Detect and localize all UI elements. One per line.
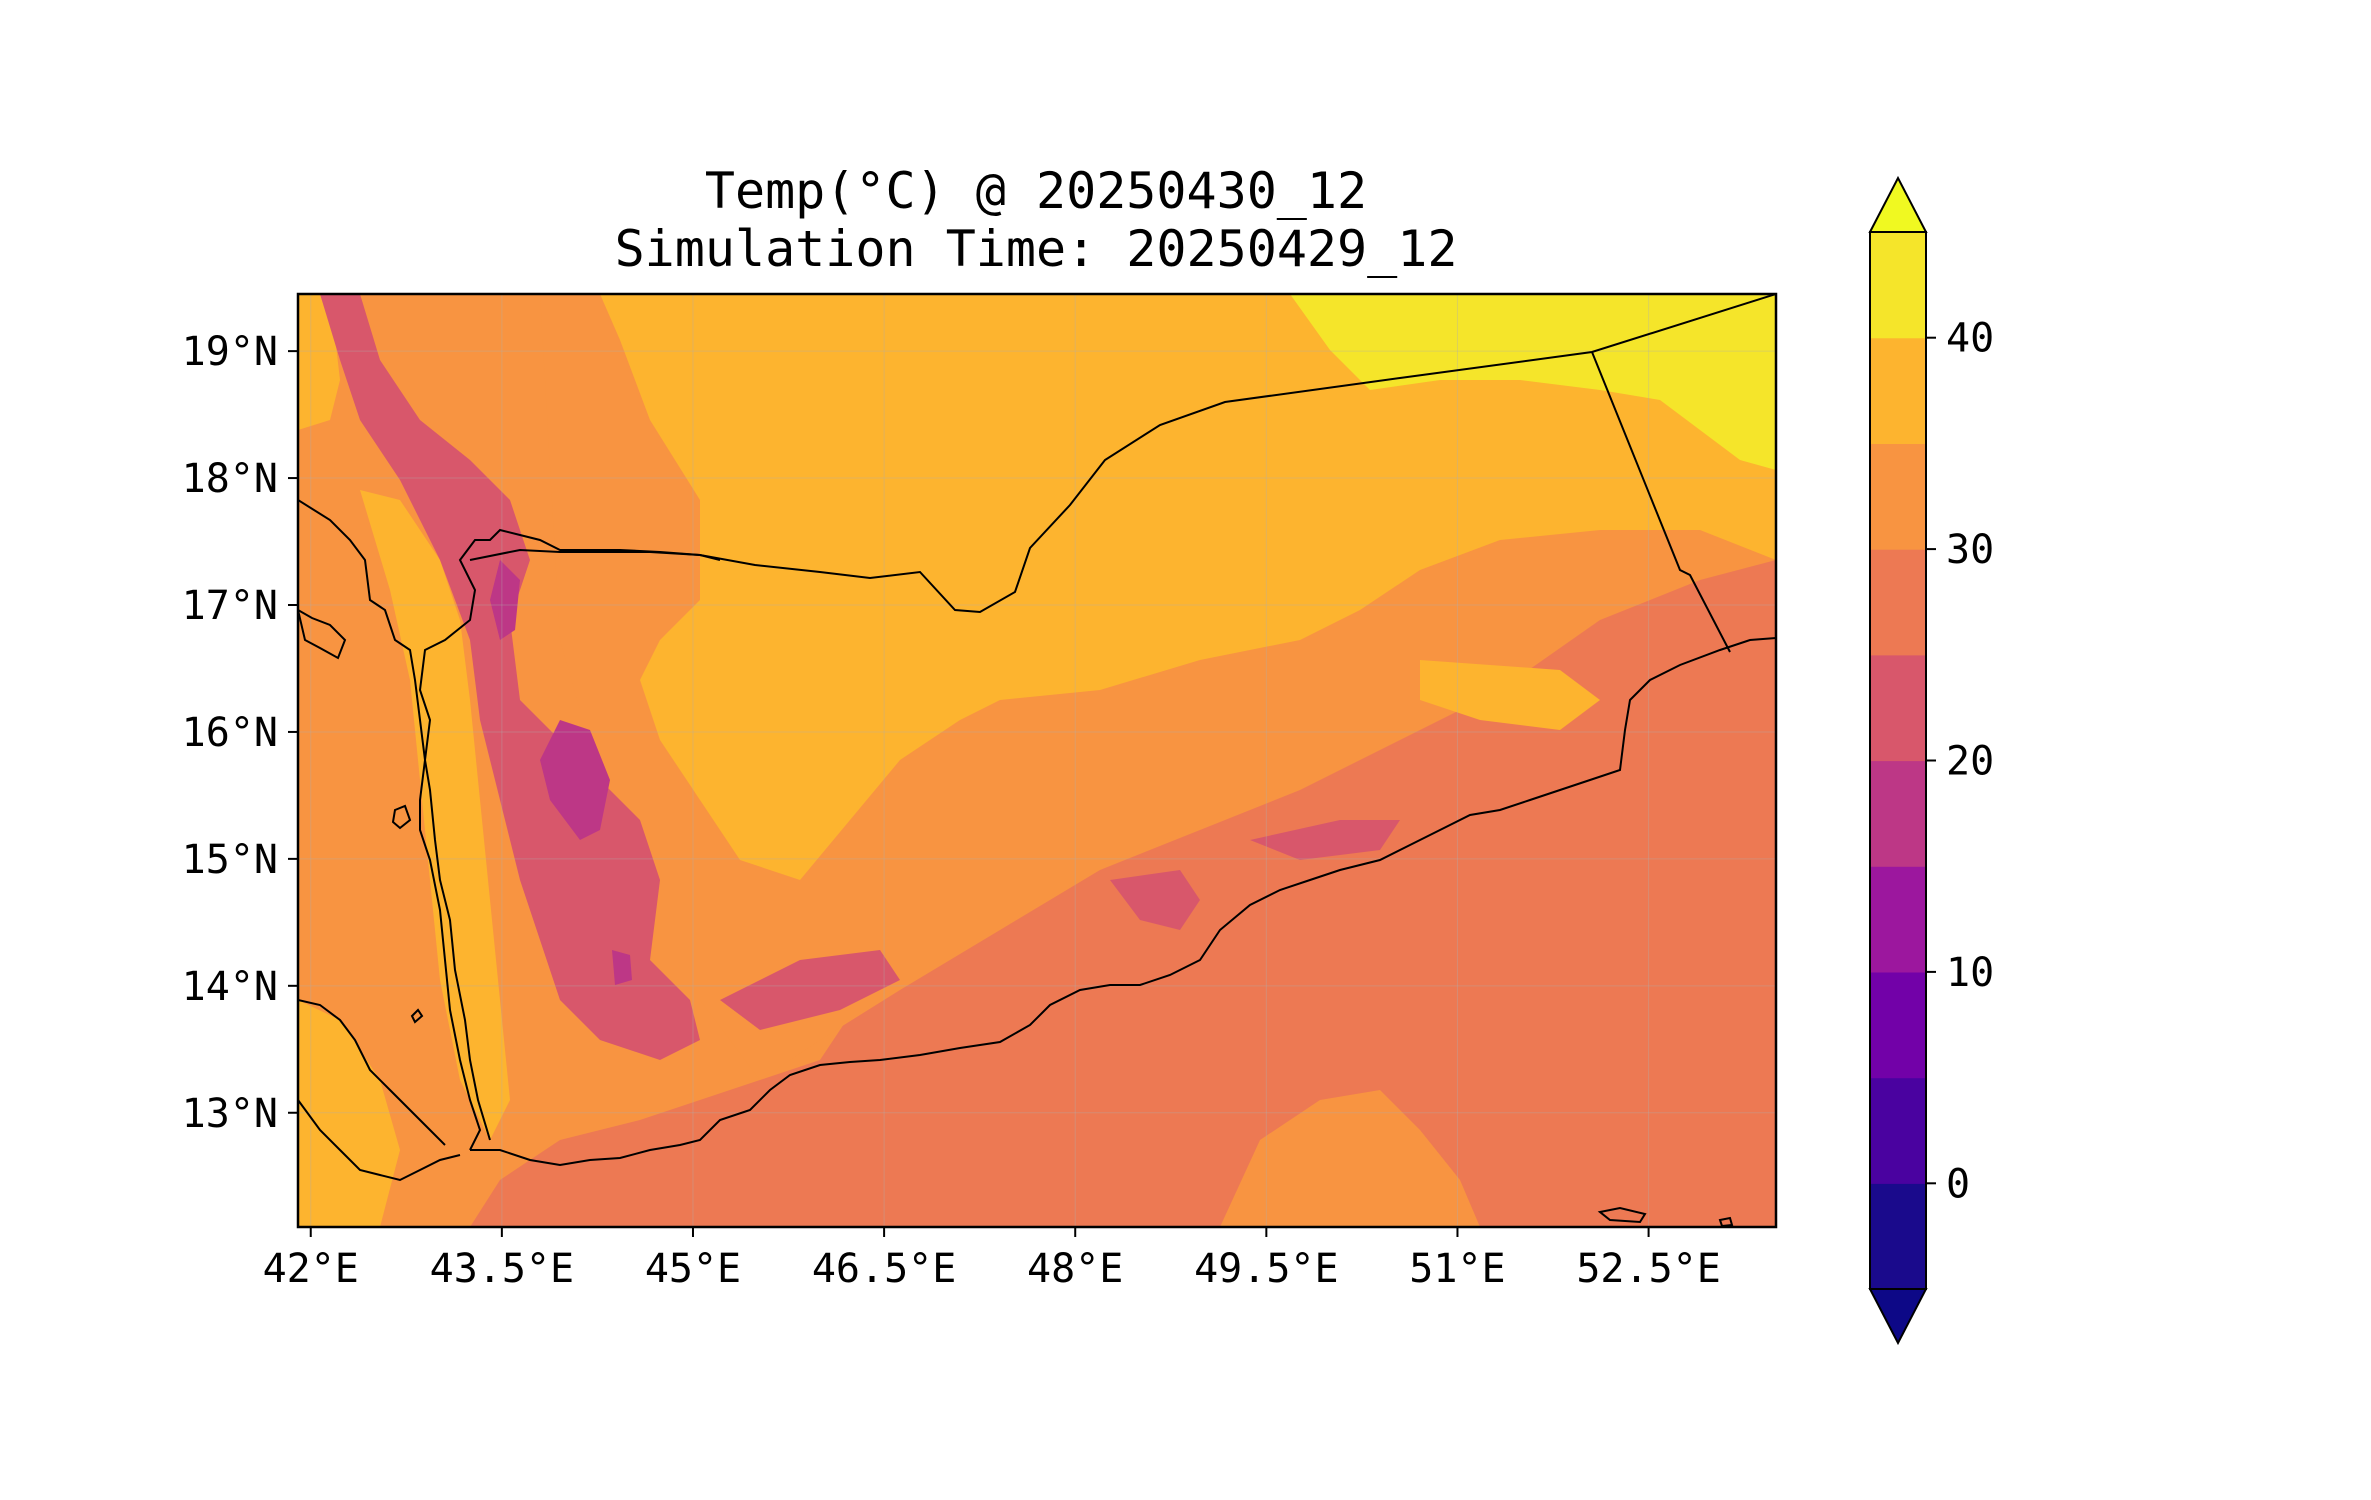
lat-tick-label: 17°N bbox=[182, 583, 278, 629]
coastline-red-sea-west bbox=[298, 499, 491, 1141]
temperature-contour-highlands-cool-2 bbox=[490, 560, 520, 640]
colorbar-tick-label: 10 bbox=[1946, 950, 1994, 996]
colorbar-tick-label: 30 bbox=[1946, 527, 1994, 573]
lon-tick-label: 42°E bbox=[263, 1246, 359, 1292]
temperature-contour-nw-hot bbox=[298, 294, 340, 430]
lon-tick-label: 48°E bbox=[1027, 1246, 1123, 1292]
lon-axis: 42°E 43.5°E 45°E 46.5°E 48°E 49.5°E 51°E 52.5°E bbox=[263, 1227, 1721, 1292]
colorbar-level-swatch bbox=[1870, 337, 1926, 444]
temperature-contour-east-hot bbox=[1420, 660, 1600, 730]
map-panel bbox=[298, 294, 1776, 1227]
border-saudi-yemen bbox=[469, 294, 1776, 614]
lat-tick-label: 19°N bbox=[182, 329, 278, 375]
lat-tick-label: 14°N bbox=[182, 964, 278, 1010]
coastline-africa bbox=[298, 999, 446, 1146]
colorbar-level-swatch bbox=[1870, 1077, 1926, 1184]
colorbar-level-swatch bbox=[1870, 971, 1926, 1079]
temperature-contour-highlands-mild bbox=[320, 294, 700, 1060]
map-frame bbox=[296, 292, 1778, 1229]
colorbar-tick-label: 0 bbox=[1946, 1161, 1970, 1207]
colorbar-level-swatch bbox=[1870, 443, 1926, 550]
lon-tick-label: 46.5°E bbox=[812, 1246, 957, 1292]
lon-tick-label: 45°E bbox=[645, 1246, 741, 1292]
colorbar-level-swatch bbox=[1870, 866, 1926, 973]
coastline-yemen-south bbox=[470, 637, 1776, 1167]
colorbar-level-swatch bbox=[1870, 232, 1926, 339]
temperature-contour-sw-hot bbox=[298, 1000, 400, 1227]
coastline-africa-south bbox=[298, 1099, 461, 1182]
temperature-contour-highlands-cool-3 bbox=[612, 950, 632, 985]
gridlines bbox=[298, 294, 1776, 1227]
lat-tick-label: 16°N bbox=[182, 710, 278, 756]
island-socotra bbox=[1597, 1206, 1647, 1224]
colorbar-under-arrow bbox=[1868, 1288, 1928, 1346]
lon-tick-label: 49.5°E bbox=[1194, 1246, 1339, 1292]
lon-tick-label: 43.5°E bbox=[430, 1246, 575, 1292]
temperature-contour-desert-hot bbox=[600, 294, 1776, 880]
lat-tick-label: 15°N bbox=[182, 837, 278, 883]
colorbar: 0 10 20 30 40 bbox=[1868, 175, 1994, 1346]
coastlines-and-borders bbox=[298, 294, 1776, 1227]
lat-tick-label: 18°N bbox=[182, 456, 278, 502]
colorbar-over-arrow bbox=[1868, 175, 1928, 233]
temperature-contour-gulf-warm bbox=[1220, 1090, 1480, 1227]
colorbar-level-swatch bbox=[1870, 760, 1926, 867]
title-line-1: Temp(°C) @ 20250430_12 bbox=[705, 162, 1367, 220]
temperature-contour-east-mild-2 bbox=[1110, 870, 1200, 930]
colorbar-level-swatch bbox=[1870, 1183, 1926, 1290]
island-kamaran bbox=[410, 1008, 424, 1024]
temperature-contour-northeast-very-hot bbox=[1290, 294, 1776, 470]
temperature-contour-east-mild bbox=[1250, 820, 1400, 860]
border-yemen-oman bbox=[1591, 351, 1731, 653]
colorbar-level-swatch bbox=[1870, 654, 1926, 762]
colorbar-level-swatch bbox=[1870, 549, 1926, 656]
lon-tick-label: 52.5°E bbox=[1576, 1246, 1721, 1292]
colorbar-tick-label: 20 bbox=[1946, 739, 1994, 785]
lat-axis: 19°N 18°N 17°N 16°N 15°N 14°N 13°N bbox=[182, 329, 298, 1137]
lat-tick-label: 13°N bbox=[182, 1091, 278, 1137]
island-zuqar bbox=[391, 804, 412, 830]
lon-tick-label: 51°E bbox=[1409, 1246, 1505, 1292]
temperature-contour-highlands-south bbox=[720, 950, 900, 1030]
temperature-contour-highlands-cool bbox=[540, 720, 610, 840]
island-farasan bbox=[298, 608, 347, 660]
coastline-red-sea-east bbox=[418, 528, 721, 1151]
temperature-contour-tihama-hot bbox=[360, 490, 510, 1140]
title-line-2: Simulation Time: 20250429_12 bbox=[615, 220, 1458, 278]
colorbar-tick-label: 40 bbox=[1946, 316, 1994, 362]
island-abd-al-kuri bbox=[1718, 1216, 1734, 1227]
